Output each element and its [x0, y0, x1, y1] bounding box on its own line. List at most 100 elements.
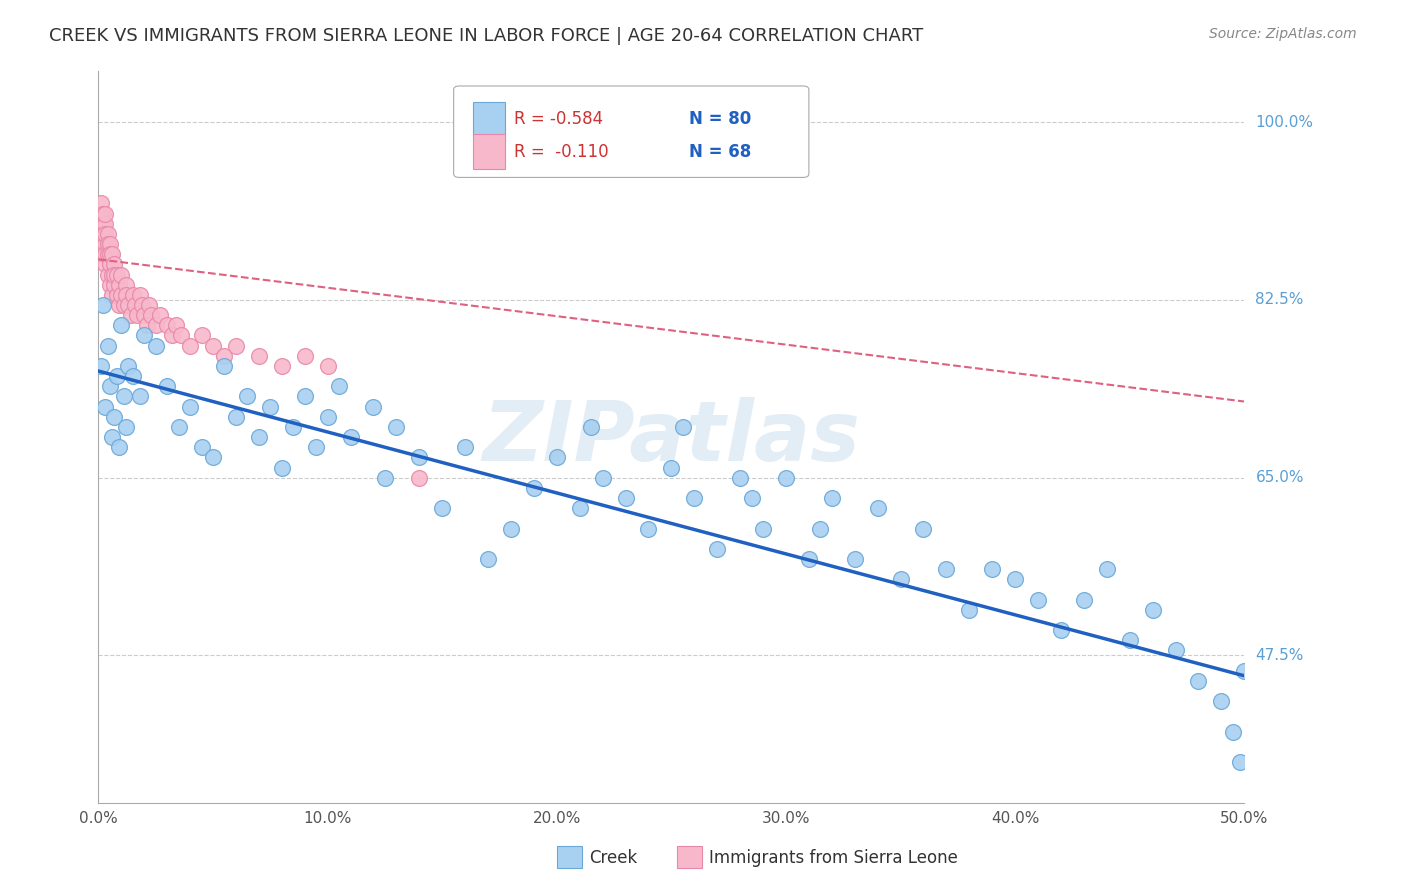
Text: 65.0%: 65.0% — [1256, 470, 1303, 485]
Point — [97, 227, 120, 241]
Point — [728, 471, 751, 485]
Point — [889, 572, 911, 586]
Point — [103, 277, 125, 292]
Point — [91, 237, 114, 252]
Point — [94, 237, 117, 252]
Point — [103, 409, 125, 424]
Point — [98, 379, 121, 393]
Point — [94, 257, 117, 271]
Point — [912, 521, 935, 535]
Point — [247, 430, 270, 444]
Point — [121, 288, 143, 302]
Point — [499, 521, 522, 535]
Point — [91, 217, 114, 231]
Point — [110, 268, 132, 282]
Point — [741, 491, 763, 505]
Text: 47.5%: 47.5% — [1256, 648, 1303, 663]
Point — [170, 328, 193, 343]
Point — [454, 440, 477, 454]
Point — [1164, 643, 1187, 657]
Point — [105, 288, 128, 302]
Point — [145, 338, 167, 352]
Text: 82.5%: 82.5% — [1256, 293, 1303, 308]
Point — [1004, 572, 1026, 586]
Point — [385, 420, 408, 434]
Point — [592, 471, 614, 485]
Point — [981, 562, 1004, 576]
Point — [101, 268, 124, 282]
Point — [98, 237, 121, 252]
Point — [214, 359, 236, 373]
Point — [316, 409, 339, 424]
Point — [844, 552, 866, 566]
Point — [97, 338, 120, 352]
Point — [120, 308, 142, 322]
Point — [270, 359, 292, 373]
Point — [91, 247, 114, 261]
Point — [190, 440, 212, 454]
Point — [190, 328, 212, 343]
Text: Immigrants from Sierra Leone: Immigrants from Sierra Leone — [709, 848, 957, 867]
Point — [165, 318, 187, 333]
Bar — [557, 846, 582, 868]
Point — [866, 501, 889, 516]
Text: 100.0%: 100.0% — [1256, 115, 1313, 129]
Point — [87, 206, 110, 220]
Point — [149, 308, 172, 322]
Point — [683, 491, 706, 505]
Point — [1095, 562, 1118, 576]
Point — [523, 481, 546, 495]
Point — [134, 328, 156, 343]
Point — [117, 298, 139, 312]
Point — [1026, 592, 1049, 607]
Point — [752, 521, 775, 535]
Text: R =  -0.110: R = -0.110 — [515, 143, 609, 161]
Point — [91, 298, 114, 312]
Point — [101, 430, 124, 444]
Point — [294, 389, 316, 403]
Point — [105, 268, 128, 282]
Point — [97, 247, 120, 261]
Point — [305, 440, 328, 454]
Point — [1222, 724, 1244, 739]
Point — [363, 400, 385, 414]
Point — [160, 328, 183, 343]
Point — [661, 460, 683, 475]
Point — [94, 217, 117, 231]
Point — [167, 420, 190, 434]
Point — [128, 288, 150, 302]
Point — [97, 268, 120, 282]
Point — [156, 379, 179, 393]
Point — [808, 521, 831, 535]
Text: N = 80: N = 80 — [689, 110, 751, 128]
Point — [128, 389, 150, 403]
Text: R = -0.584: R = -0.584 — [515, 110, 603, 128]
Point — [97, 237, 120, 252]
Point — [236, 389, 259, 403]
Point — [127, 308, 149, 322]
Point — [935, 562, 957, 576]
Point — [259, 400, 281, 414]
Point — [94, 247, 117, 261]
Point — [139, 308, 162, 322]
Point — [124, 298, 146, 312]
Point — [103, 257, 125, 271]
Point — [94, 206, 117, 220]
Point — [110, 318, 132, 333]
Point — [1229, 755, 1251, 769]
Point — [101, 247, 124, 261]
Point — [374, 471, 396, 485]
Point — [101, 288, 124, 302]
Point — [117, 359, 139, 373]
Point — [1050, 623, 1073, 637]
Point — [145, 318, 167, 333]
Point — [957, 603, 980, 617]
Point — [112, 298, 135, 312]
Point — [112, 389, 135, 403]
Point — [225, 338, 247, 352]
Text: N = 68: N = 68 — [689, 143, 751, 161]
Point — [90, 206, 112, 220]
Point — [103, 268, 125, 282]
Point — [121, 369, 143, 384]
Point — [91, 206, 114, 220]
